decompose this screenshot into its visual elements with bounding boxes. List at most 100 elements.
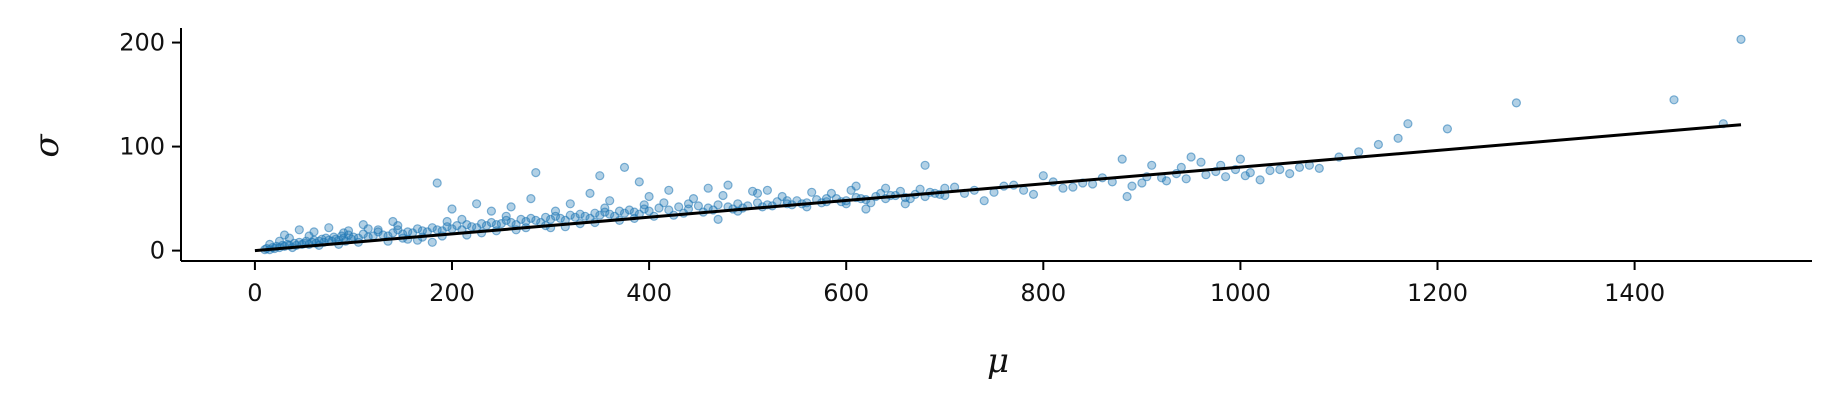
scatter-point <box>1669 95 1679 105</box>
scatter-point <box>501 211 511 221</box>
x-tick-label: 400 <box>626 279 672 307</box>
scatter-point <box>284 233 294 243</box>
scatter-point <box>590 208 600 218</box>
scatter-point <box>1181 174 1191 184</box>
scatter-point <box>619 208 630 218</box>
scatter-point <box>777 191 787 202</box>
scatter-point <box>688 194 699 204</box>
scatter-point <box>752 188 763 198</box>
scatter-point <box>747 186 758 196</box>
scatter-point <box>565 199 575 209</box>
scatter-point <box>1314 163 1324 173</box>
scatter-point <box>442 216 452 227</box>
scatter-point <box>496 219 506 229</box>
fit-line <box>254 123 1742 253</box>
scatter-point <box>1220 172 1231 182</box>
scatter-point <box>427 237 437 247</box>
scatter-point <box>915 184 925 194</box>
scatter-point <box>526 194 536 204</box>
y-tick-label: 0 <box>150 237 165 265</box>
x-tick-label: 600 <box>823 279 869 307</box>
scatter-point <box>570 212 580 222</box>
scatter-point <box>580 211 590 221</box>
scatter-point <box>629 207 639 217</box>
scatter-point <box>634 177 644 187</box>
scatter-point <box>703 183 713 193</box>
y-tick-label: 100 <box>119 133 165 161</box>
scatter-point <box>1245 168 1255 178</box>
scatter-point <box>807 187 817 197</box>
scatter-point <box>1058 183 1068 193</box>
x-tick-label: 800 <box>1020 279 1066 307</box>
scatter-point <box>531 168 541 178</box>
scatter-point <box>674 202 684 212</box>
scatter-point <box>1235 154 1246 164</box>
scatter-point <box>1117 154 1127 164</box>
scatter-point <box>585 188 595 198</box>
scatter-point <box>605 196 615 206</box>
scatter-point <box>619 162 630 172</box>
scatter-point <box>1354 147 1364 157</box>
scatter-point <box>1196 157 1206 167</box>
x-tick-label: 200 <box>429 279 475 307</box>
x-tick-label: 0 <box>247 279 262 307</box>
scatter-point <box>521 216 531 227</box>
x-tick-label: 1000 <box>1210 279 1271 307</box>
scatter-point <box>526 213 536 223</box>
scatter-point <box>723 180 733 190</box>
scatter-point <box>1265 165 1275 176</box>
scatter-point <box>363 224 373 234</box>
scatter-point <box>373 225 383 235</box>
scatter-point <box>718 190 728 201</box>
y-ticks: 0 100 200 <box>119 29 181 265</box>
scatter-point <box>279 230 290 240</box>
x-ticks: 0 200 400 600 800 1000 1200 1400 <box>247 261 1665 307</box>
x-tick-label: 1400 <box>1604 279 1665 307</box>
scatter-point <box>600 203 610 213</box>
scatter-point <box>477 219 487 229</box>
scatter-point <box>659 198 669 208</box>
scatter-point <box>447 204 457 214</box>
scatter-point <box>506 217 516 228</box>
fit-line-layer <box>254 123 1742 253</box>
scatter-point <box>265 239 275 249</box>
scatter-point <box>979 196 989 206</box>
scatter-point <box>339 228 349 238</box>
scatter-point <box>595 210 605 220</box>
scatter-point <box>644 191 654 202</box>
scatter-point <box>1161 176 1172 186</box>
scatter-point <box>324 223 334 233</box>
scatter-point <box>1403 119 1413 129</box>
scatter-point <box>516 214 526 224</box>
scatter-point <box>412 224 423 234</box>
scatter-point <box>565 210 575 220</box>
scatter-point <box>895 186 906 196</box>
scatter-point <box>920 160 930 170</box>
scatter-point <box>1393 133 1403 143</box>
scatter-point <box>639 200 649 210</box>
scatter-point <box>388 228 398 238</box>
scatter-point <box>1186 152 1196 162</box>
scatter-point <box>486 217 496 228</box>
scatter-point <box>1736 34 1746 45</box>
points-layer <box>260 34 1746 255</box>
scatter-point <box>1511 98 1522 108</box>
scatter-point <box>472 199 482 209</box>
scatter-point <box>1018 185 1029 195</box>
scatter-point <box>693 201 704 211</box>
scatter-point <box>1068 182 1078 192</box>
scatter-point <box>595 171 605 181</box>
x-axis-label: μ <box>987 341 1009 381</box>
scatter-point <box>1275 164 1285 175</box>
y-tick-label: 200 <box>119 29 165 57</box>
scatter-point <box>575 209 585 219</box>
scatter-point <box>555 213 566 223</box>
scatter-point <box>664 185 674 195</box>
scatter-point <box>1373 139 1384 150</box>
scatter-point <box>846 185 856 195</box>
scatter-point <box>762 185 773 195</box>
scatter-point <box>713 214 723 224</box>
scatter-point <box>1137 178 1147 188</box>
scatter-point <box>614 206 625 216</box>
